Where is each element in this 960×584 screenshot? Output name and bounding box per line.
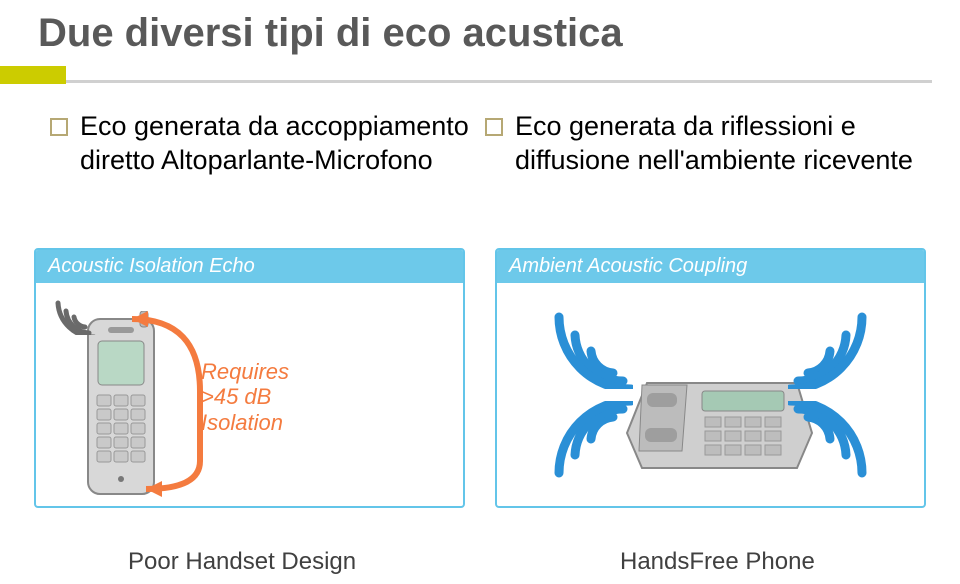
coupling-arrow-icon [122,311,212,501]
illustration-panels: Acoustic Isolation Echo [34,248,926,508]
requires-l2: >45 dB [201,384,271,409]
sound-waves-icon [40,285,100,335]
caption-right: HandsFree Phone [620,548,815,576]
right-col: Eco generata da riflessioni e diffusione… [485,110,920,178]
requires-l3: Isolation [201,410,283,435]
requires-label: Requires >45 dB Isolation [201,359,289,435]
ambient-waves-tr-icon [788,289,908,389]
panel1-header: Acoustic Isolation Echo [36,250,463,283]
panel-acoustic-isolation: Acoustic Isolation Echo [34,248,465,508]
ambient-waves-br-icon [788,401,908,501]
bullet-square-icon [485,118,503,136]
right-bullet-text: Eco generata da riflessioni e diffusione… [515,110,920,178]
title-rule [66,80,932,83]
desk-phone-icon [617,343,817,483]
panel2-header: Ambient Acoustic Coupling [497,250,924,283]
caption-left: Poor Handset Design [128,548,356,576]
panel-ambient-coupling: Ambient Acoustic Coupling [495,248,926,508]
panel1-body: Requires >45 dB Isolation [36,283,463,505]
panel2-body [497,283,924,505]
slide-title: Due diversi tipi di eco acustica [38,10,623,56]
requires-l1: Requires [201,359,289,384]
accent-block [0,66,66,84]
ambient-waves-bl-icon [513,401,633,501]
bullet-columns: Eco generata da accoppiamento diretto Al… [50,110,920,178]
ambient-waves-tl-icon [513,289,633,389]
left-bullet-text: Eco generata da accoppiamento diretto Al… [80,110,485,178]
left-col: Eco generata da accoppiamento diretto Al… [50,110,485,178]
bullet-square-icon [50,118,68,136]
